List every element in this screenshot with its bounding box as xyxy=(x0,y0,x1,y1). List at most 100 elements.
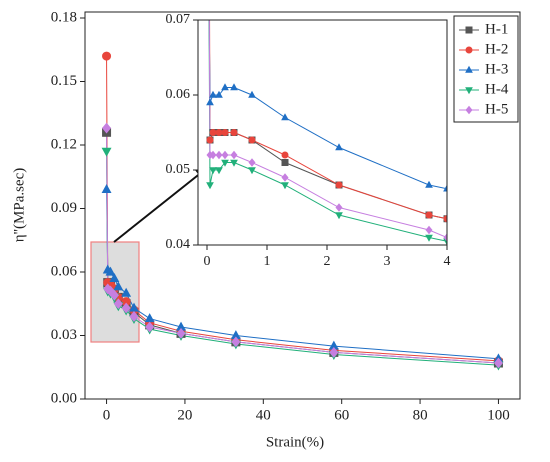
marker xyxy=(129,311,139,322)
marker xyxy=(101,184,112,194)
x-tick-label: 0 xyxy=(103,407,111,423)
y-tick-label: 0.15 xyxy=(51,73,77,89)
marker xyxy=(121,287,132,297)
x-tick-label: 4 xyxy=(444,254,451,269)
marker xyxy=(425,180,433,188)
marker xyxy=(335,203,343,212)
marker xyxy=(206,182,214,190)
y-tick-label: 0.12 xyxy=(51,136,77,152)
marker xyxy=(144,313,155,323)
marker xyxy=(443,233,447,242)
marker xyxy=(176,327,186,339)
x-axis-title: Strain(%) xyxy=(266,434,324,450)
legend-box xyxy=(453,15,519,123)
y-tick-label: 0.06 xyxy=(51,263,78,279)
marker xyxy=(221,159,229,167)
marker xyxy=(281,113,289,121)
x-tick-label: 3 xyxy=(384,254,391,269)
marker xyxy=(281,182,289,190)
marker xyxy=(102,51,112,61)
marker xyxy=(102,122,112,134)
marker xyxy=(493,357,503,369)
marker xyxy=(215,129,223,136)
marker xyxy=(465,46,473,54)
marker xyxy=(248,158,256,167)
zoom-arrow xyxy=(113,171,203,243)
marker xyxy=(129,302,139,312)
marker xyxy=(465,65,473,73)
legend-label: H-1 xyxy=(485,21,508,37)
marker xyxy=(101,147,112,157)
marker xyxy=(329,347,339,358)
marker xyxy=(109,289,119,301)
plot-area: 0 20 40 60 80 1000.000.030.060.090.120.150.18… xyxy=(51,9,521,423)
y-tick-label: 0.09 xyxy=(51,200,77,216)
marker xyxy=(281,173,289,182)
marker xyxy=(281,151,289,159)
marker xyxy=(425,211,433,219)
marker xyxy=(215,90,223,98)
series-group xyxy=(206,20,447,245)
marker xyxy=(465,87,473,95)
marker xyxy=(465,26,473,34)
marker xyxy=(335,143,343,151)
marker xyxy=(176,321,186,331)
marker xyxy=(113,281,124,291)
marker xyxy=(248,167,256,175)
marker xyxy=(230,159,238,167)
marker xyxy=(206,98,214,106)
x-tick-label: 0 xyxy=(204,254,211,269)
marker xyxy=(209,129,217,136)
legend-label: H-3 xyxy=(485,61,508,77)
marker xyxy=(221,83,229,91)
legend: H-1 H-2 H-3 H-4 H-5 xyxy=(453,15,519,123)
marker xyxy=(209,167,217,175)
marker xyxy=(121,297,131,307)
marker xyxy=(113,298,123,310)
marker xyxy=(221,129,229,136)
y-tick-label: 0.04 xyxy=(166,237,191,252)
x-tick-label: 20 xyxy=(177,407,192,423)
axes-frame xyxy=(197,19,448,246)
marker xyxy=(109,272,120,282)
y-tick-label: 0.06 xyxy=(166,87,191,102)
x-tick-label: 100 xyxy=(487,407,510,423)
x-tick-label: 1 xyxy=(264,254,271,269)
marker xyxy=(209,90,217,98)
marker xyxy=(230,83,238,91)
series-group xyxy=(101,51,504,371)
marker xyxy=(335,181,343,189)
y-tick-label: 0.05 xyxy=(166,162,191,177)
axes-frame xyxy=(84,11,521,400)
marker xyxy=(221,150,229,160)
plot-area: 0 1 2 3 4 0.04 0.05 0.06 0.07 xyxy=(166,12,451,269)
marker xyxy=(105,266,116,276)
marker xyxy=(328,340,339,350)
marker xyxy=(121,302,131,314)
legend-label: H-5 xyxy=(485,101,508,117)
marker xyxy=(206,136,214,144)
legend-label: H-4 xyxy=(485,81,509,97)
x-tick-label: 2 xyxy=(324,254,331,269)
x-tick-label: 60 xyxy=(334,407,349,423)
marker xyxy=(248,90,256,98)
marker xyxy=(230,330,241,340)
legend-label: H-2 xyxy=(485,41,508,57)
y-tick-label: 0.07 xyxy=(166,12,191,27)
marker xyxy=(425,225,433,235)
marker xyxy=(209,150,217,160)
y-axis-title: η''(MPa.sec) xyxy=(11,168,27,242)
marker xyxy=(443,184,447,192)
marker xyxy=(465,105,473,115)
marker xyxy=(281,159,289,166)
marker xyxy=(230,129,238,136)
y-tick-label: 0.18 xyxy=(51,9,77,25)
marker xyxy=(231,336,241,348)
marker xyxy=(145,321,155,333)
marker xyxy=(425,234,433,242)
marker xyxy=(230,150,238,160)
marker xyxy=(335,212,343,220)
y-tick-label: 0.00 xyxy=(51,390,77,406)
x-tick-label: 40 xyxy=(256,407,271,423)
